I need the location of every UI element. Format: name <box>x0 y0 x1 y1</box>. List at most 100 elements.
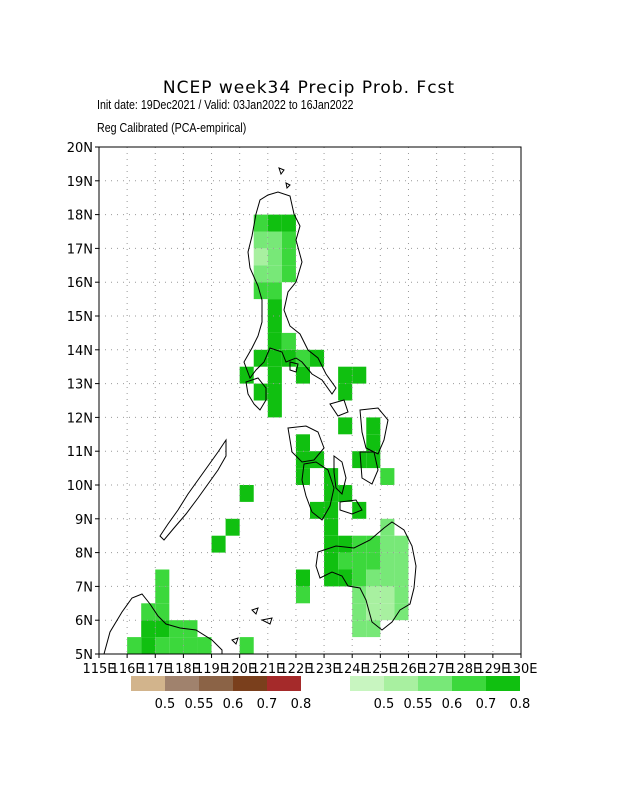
prob-cell <box>310 451 325 469</box>
prob-cell <box>267 248 282 266</box>
prob-cell <box>267 349 282 367</box>
lat-tick-label: 16N <box>67 276 93 291</box>
lon-tick-label: 125E <box>364 662 397 677</box>
legend-swatch <box>199 676 233 691</box>
lon-tick-label: 129E <box>476 662 509 677</box>
lon-tick-label: 126E <box>392 662 425 677</box>
prob-cell <box>295 434 310 452</box>
prob-cell <box>267 265 282 283</box>
prob-cell <box>380 569 395 587</box>
legend-label: 0.5 <box>374 697 395 712</box>
legend-swatch <box>350 676 384 691</box>
lat-tick-label: 5N <box>75 648 93 663</box>
prob-cell <box>338 535 353 553</box>
prob-cell <box>281 214 296 232</box>
prob-cell <box>141 620 156 638</box>
lat-tick-label: 12N <box>67 411 93 426</box>
calibration-subtitle: Reg Calibrated (PCA-empirical) <box>97 120 247 135</box>
legend-dry: 0.5 0.55 0.6 0.7 0.8 <box>131 676 311 712</box>
panay-coast <box>287 425 325 463</box>
mindoro-coast <box>245 377 267 411</box>
babuyan-islet <box>285 182 291 190</box>
prob-cell <box>155 603 170 621</box>
prob-cell <box>352 569 367 587</box>
lon-tick-label: 116E <box>111 662 144 677</box>
prob-cell <box>310 501 325 519</box>
prob-cell <box>380 518 395 536</box>
borneo-coast <box>103 593 223 655</box>
prob-cell <box>295 586 310 604</box>
legend-label: 0.6 <box>442 697 463 712</box>
prob-cell <box>141 603 156 621</box>
sulu-islet-2 <box>260 617 273 625</box>
batanes-islet <box>278 167 285 176</box>
prob-cell <box>295 366 310 384</box>
lon-tick-label: 123E <box>308 662 341 677</box>
prob-cell <box>267 299 282 316</box>
legend-swatch <box>486 676 520 691</box>
lon-tick-label: 117E <box>139 662 172 677</box>
legend-label: 0.6 <box>223 697 244 712</box>
masbate-coast <box>329 399 349 417</box>
prob-cell <box>253 265 268 283</box>
prob-cell <box>324 518 339 536</box>
prob-cell <box>295 569 310 587</box>
prob-cell <box>169 620 184 638</box>
prob-cell <box>352 501 367 519</box>
prob-cell <box>267 366 282 384</box>
prob-cell <box>352 366 367 384</box>
legend-swatch <box>131 676 165 691</box>
map-gridlines <box>99 147 521 654</box>
prob-cell <box>155 620 170 638</box>
prob-cell <box>155 637 170 654</box>
mindanao-coast <box>315 521 417 631</box>
prob-cell <box>281 248 296 266</box>
prob-cell <box>267 282 282 300</box>
lat-tick-label: 13N <box>67 378 93 393</box>
prob-cell <box>267 383 282 401</box>
prob-cell <box>352 586 367 604</box>
longitude-labels: 115E116E117E118E119E120E121E122E123E124E… <box>82 654 538 677</box>
prob-cell <box>253 248 268 266</box>
legend-swatch <box>384 676 418 691</box>
leyte-coast <box>359 451 379 485</box>
prob-cell <box>324 501 339 519</box>
prob-cell <box>324 552 339 570</box>
prob-cell <box>338 552 353 570</box>
legend-wet: 0.5 0.55 0.6 0.7 0.8 <box>350 676 530 712</box>
latitude-labels: 5N 6N 7N 8N 9N 10N 11N 12N 13N 14N 15N 16N 17N 18N 19N… <box>67 141 99 663</box>
prob-cell <box>295 349 310 367</box>
prob-cell <box>366 417 381 435</box>
prob-cell <box>253 349 268 367</box>
prob-cell <box>380 468 395 485</box>
lon-tick-label: 119E <box>195 662 228 677</box>
prob-cell <box>366 434 381 452</box>
prob-cell <box>380 603 395 621</box>
lat-tick-label: 6N <box>75 614 93 629</box>
luzon-coast <box>243 191 337 395</box>
probability-cells <box>127 214 409 654</box>
prob-cell <box>239 366 254 384</box>
prob-cell <box>310 349 325 367</box>
lon-tick-label: 127E <box>420 662 453 677</box>
prob-cell <box>366 586 381 604</box>
lon-tick-label: 115E <box>82 662 115 677</box>
prob-cell <box>352 603 367 621</box>
lon-tick-label: 120E <box>223 662 256 677</box>
map-frame <box>98 146 522 655</box>
prob-cell <box>366 603 381 621</box>
lon-tick-label: 121E <box>251 662 284 677</box>
lat-tick-label: 9N <box>75 513 93 528</box>
legend-label: 0.8 <box>291 697 312 712</box>
prob-cell <box>324 485 339 502</box>
prob-cell <box>239 485 254 502</box>
prob-cell <box>352 552 367 570</box>
lon-tick-label: 130E <box>504 662 537 677</box>
prob-cell <box>324 468 339 485</box>
lat-tick-label: 10N <box>67 479 93 494</box>
sulu-islet-1 <box>251 607 259 615</box>
prob-cell <box>366 620 381 638</box>
lat-tick-label: 11N <box>67 445 93 460</box>
prob-cell <box>281 231 296 249</box>
